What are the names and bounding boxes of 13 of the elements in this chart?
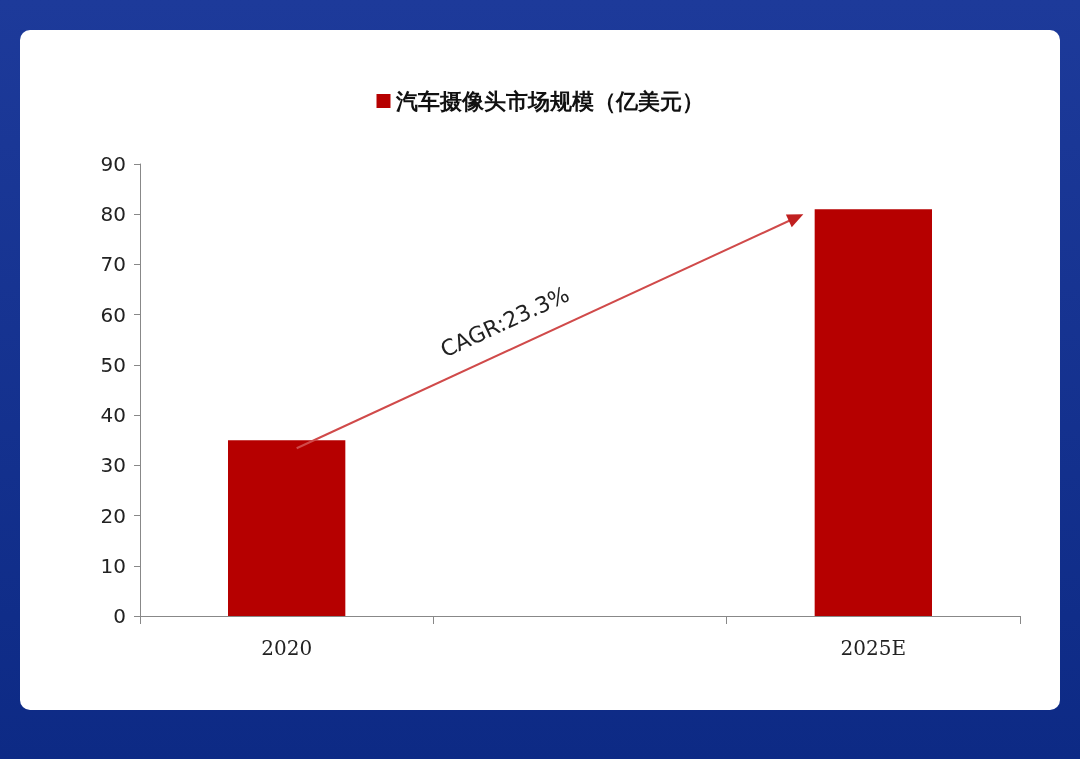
y-tick-label: 0 <box>113 604 126 628</box>
y-tick-label: 90 <box>100 152 126 176</box>
y-tick-label: 30 <box>100 453 126 478</box>
y-tick-label: 60 <box>100 302 126 327</box>
y-tick-label: 80 <box>100 202 126 227</box>
y-tick-label: 20 <box>100 503 126 528</box>
x-tick-label: 2020 <box>261 636 313 660</box>
legend-label: 汽车摄像头市场规模（亿美元） <box>394 88 704 114</box>
x-tick-label: 2025E <box>840 636 907 660</box>
y-tick-label: 40 <box>100 403 126 428</box>
y-tick-label: 70 <box>100 252 126 277</box>
y-tick-label: 10 <box>100 553 126 578</box>
y-tick-label: 50 <box>100 352 126 377</box>
